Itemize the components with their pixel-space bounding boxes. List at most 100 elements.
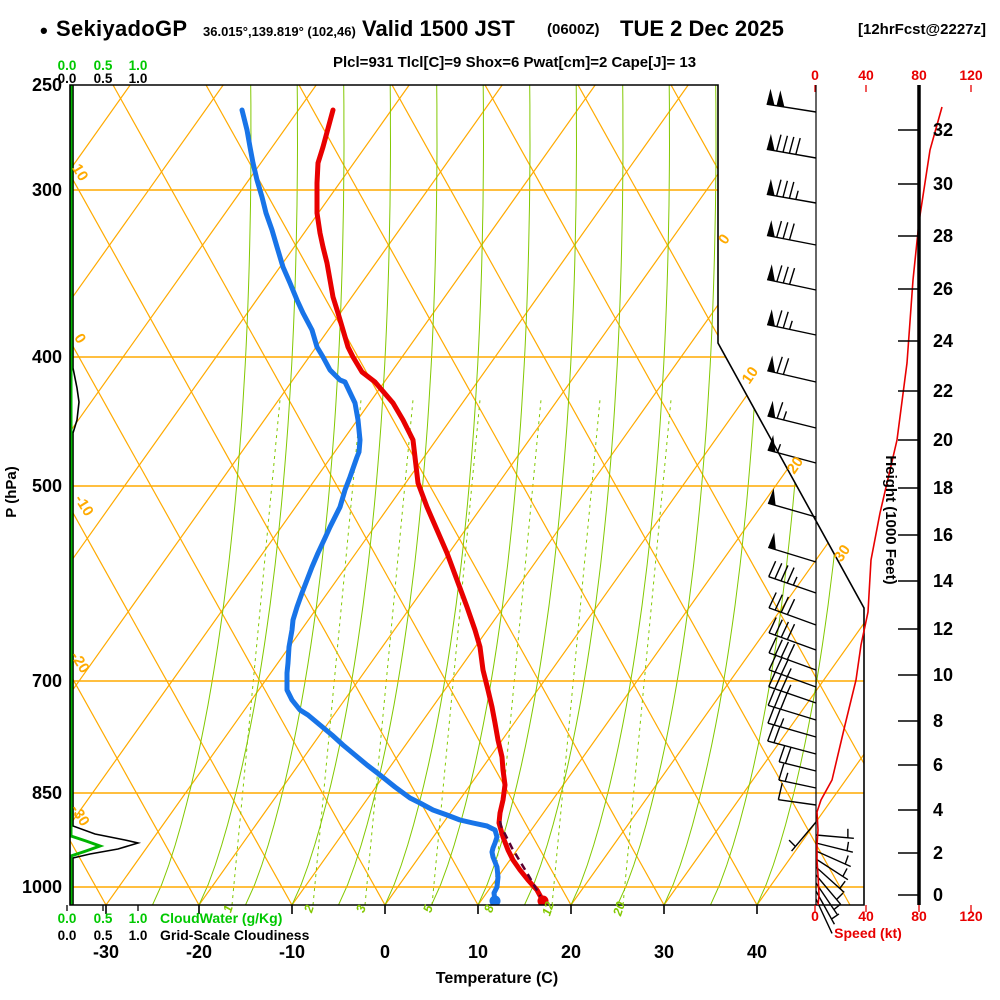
cloudwater-scale-top: 0.5 (94, 58, 113, 73)
barb-feather (788, 181, 795, 199)
pressure-tick-label: 850 (32, 783, 62, 803)
valid-time: Valid 1500 JST (362, 16, 515, 41)
dry-adiabat-line (70, 85, 293, 905)
barb-feather (786, 623, 796, 640)
barb-half-feather (795, 190, 799, 200)
barb-half-feather (786, 684, 792, 694)
mixing-ratio-label: 5 (420, 902, 436, 914)
isotherm-line (70, 85, 224, 905)
pressure-tick-label: 1000 (22, 877, 62, 897)
height-axis-label: Height (1000 Feet) (882, 455, 899, 584)
station-name: SekiyadoGP (56, 16, 188, 41)
barb-half-feather (839, 880, 846, 889)
barb-feather (768, 654, 777, 671)
barb-feather (776, 402, 784, 419)
height-tick-label: 4 (933, 800, 943, 820)
barb-feather (780, 641, 790, 658)
barb-feather (778, 745, 786, 763)
dry-adiabat-line (298, 85, 758, 905)
wind-barb (815, 874, 844, 905)
speed-profile-line (816, 106, 943, 906)
barb-feather (776, 310, 783, 327)
isotherm-label: 10 (739, 364, 762, 387)
barb-feather (768, 637, 777, 654)
barb-staff (766, 323, 817, 336)
dry-adiabat-line (70, 85, 479, 905)
barb-flag (776, 90, 785, 107)
grid-scale-cloudiness-profile (72, 85, 142, 905)
barb-staff (815, 858, 849, 881)
pressure-axis-label: P (hPa) (3, 466, 20, 517)
mixing-ratio-label: 12 (539, 900, 557, 918)
barb-half-feather (782, 411, 788, 421)
cloudwater-scale-top: 0.0 (58, 58, 77, 73)
barb-feather (786, 643, 796, 660)
barb-feather (775, 179, 782, 197)
parcel-path (498, 819, 545, 902)
barb-staff (767, 704, 817, 721)
barb-feather (780, 621, 790, 638)
barb-feather (775, 134, 782, 152)
wind-barb (768, 637, 817, 671)
barb-feather (776, 356, 783, 374)
pressure-tick-label: 400 (32, 347, 62, 367)
mixing-ratio-line (364, 399, 414, 905)
cloudwater-scale-bottom: 1.0 (129, 911, 148, 926)
height-tick-label: 8 (933, 711, 943, 731)
height-tick-label: 6 (933, 755, 943, 775)
barb-staff (768, 669, 817, 688)
barb-feather (782, 266, 789, 284)
isotherm-line (477, 85, 864, 905)
barb-feather (786, 567, 795, 584)
barb-feather (776, 265, 783, 282)
barb-staff (767, 415, 817, 429)
barb-feather (784, 747, 792, 764)
barb-staff (766, 234, 817, 246)
dry-adiabat-line (391, 85, 851, 905)
moist-adiabat-line (245, 85, 345, 905)
barb-half-feather (779, 718, 785, 728)
barb-flag (766, 88, 775, 106)
station-coordinates: 36.015°,139.819° (102,46) (203, 24, 356, 39)
cloudiness-scale-top: 0.5 (94, 71, 113, 86)
speed-tick-label-top: 120 (959, 67, 983, 83)
barb-feather (774, 594, 783, 611)
pressure-tick-label: 500 (32, 476, 62, 496)
barb-flag (768, 532, 776, 550)
pressure-tick-label: 300 (32, 180, 62, 200)
height-tick-label: 20 (933, 430, 953, 450)
cloud-profiles (70, 85, 142, 905)
barb-feather (773, 708, 781, 726)
height-tick-label: 2 (933, 843, 943, 863)
barb-staff (767, 722, 817, 738)
mixing-ratio-line (622, 399, 672, 905)
barb-half-feather (792, 576, 798, 586)
plot-border (69, 84, 865, 906)
mixing-ratio-label: 2 (301, 903, 317, 915)
cloud-water-profile (70, 85, 105, 905)
isotherm-line (70, 85, 503, 905)
wind-barb (766, 88, 817, 113)
barb-flag (767, 488, 776, 506)
temp-tick-label: 30 (654, 942, 674, 962)
barb-staff (767, 449, 817, 464)
isotherm-line (70, 85, 317, 905)
pressure-tick-label: 700 (32, 671, 62, 691)
temp-tick-label: -20 (186, 942, 212, 962)
isotherm-label: 30 (831, 542, 854, 565)
temperature-axis-label: Temperature (C) (436, 970, 558, 987)
barb-feather (782, 135, 789, 153)
wind-barb (777, 782, 817, 806)
barb-staff (767, 502, 817, 518)
wind-barb (768, 654, 817, 688)
barb-feather (795, 137, 801, 155)
dry-adiabat-line (205, 85, 665, 905)
wind-barb (778, 763, 817, 789)
temp-tick-label: 20 (561, 942, 581, 962)
wind-barb (767, 724, 817, 755)
barb-feather (778, 763, 785, 781)
wind-barb (815, 850, 851, 868)
height-axis (898, 85, 921, 905)
pressure-tick-label: 250 (32, 75, 62, 95)
